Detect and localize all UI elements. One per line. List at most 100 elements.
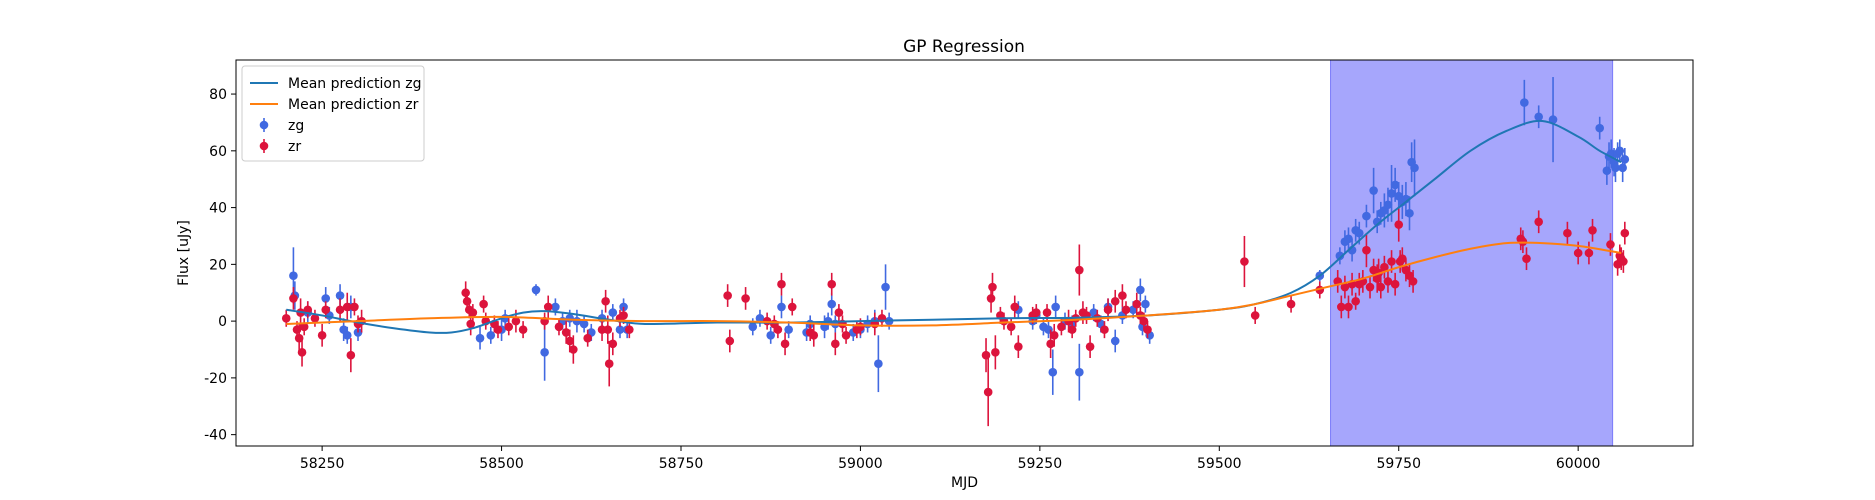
- zg-point: [1602, 166, 1612, 175]
- mean-prediction-lines: [286, 119, 1622, 335]
- zg-point: [1369, 186, 1378, 195]
- x-tick-label: 58750: [659, 456, 704, 472]
- zg-point: [766, 331, 776, 340]
- zr-point: [834, 308, 844, 317]
- zr-point: [1340, 282, 1350, 292]
- zr-point: [608, 339, 618, 349]
- zr-point: [1362, 245, 1371, 255]
- y-tick-label: 80: [209, 87, 227, 103]
- zr-point: [1031, 308, 1041, 317]
- zr-point: [335, 305, 345, 315]
- legend-entry-zr-swatch: [259, 141, 269, 151]
- zg-point: [608, 308, 618, 317]
- zr-point: [1573, 248, 1583, 258]
- zr-point: [1398, 254, 1407, 263]
- zg-point: [874, 359, 883, 368]
- zg-point: [1344, 234, 1353, 244]
- zr-point: [468, 308, 478, 317]
- zg-point: [1615, 146, 1625, 156]
- legend-entry-zg-label: zg: [288, 118, 304, 134]
- y-tick-label: 0: [218, 314, 227, 330]
- zg-point: [1136, 285, 1145, 295]
- zr-point: [565, 336, 575, 346]
- zr-point: [625, 325, 634, 334]
- zr-point: [601, 296, 610, 306]
- zr-point: [1042, 308, 1052, 317]
- zg-point: [1075, 367, 1084, 377]
- zr-point: [1110, 296, 1120, 306]
- zg-point: [342, 331, 352, 340]
- zg-point: [1354, 228, 1364, 238]
- y-tick-label: -40: [204, 428, 227, 444]
- zr-point: [569, 345, 578, 354]
- zr-point: [317, 331, 327, 340]
- zr-point: [1286, 299, 1296, 309]
- zr-point: [831, 339, 840, 349]
- zr-point: [1006, 322, 1016, 332]
- zr-point: [773, 325, 783, 334]
- x-tick-label: 59750: [1376, 456, 1421, 472]
- zr-point: [1010, 302, 1020, 312]
- zr-point: [1522, 254, 1531, 263]
- zr-point: [310, 313, 320, 323]
- zr-point: [299, 322, 309, 332]
- zg-point: [1405, 208, 1414, 218]
- zg-point: [881, 282, 890, 292]
- x-tick-label: 60000: [1556, 456, 1601, 472]
- zr-point: [983, 387, 993, 397]
- zr-point: [1139, 316, 1149, 326]
- zr-point: [1534, 217, 1543, 227]
- zr-point: [1103, 305, 1113, 315]
- zg-point: [540, 348, 549, 357]
- highlight-span-layer: [1330, 59, 1614, 447]
- legend-entry-zg-swatch: [259, 120, 269, 130]
- x-tick-label: 59250: [1018, 456, 1063, 472]
- legend-entry-mean-zr-label: Mean prediction zr: [288, 97, 419, 113]
- zr-point: [988, 282, 997, 292]
- zr-point: [1250, 311, 1260, 320]
- zr-point: [1075, 265, 1084, 275]
- zr-point: [1376, 282, 1386, 292]
- zr-point: [281, 313, 291, 323]
- zr-point: [1046, 339, 1055, 349]
- zr-point: [981, 350, 991, 360]
- zg-point: [1595, 123, 1604, 133]
- zr-point: [1049, 331, 1059, 340]
- zr-point: [1380, 262, 1389, 272]
- zr-point: [1387, 257, 1396, 266]
- zr-point: [543, 302, 553, 312]
- x-tick-label: 59000: [838, 456, 883, 472]
- zg-point: [1051, 302, 1060, 312]
- zg-point: [615, 325, 625, 334]
- mean-prediction-zr-line: [286, 241, 1622, 327]
- legend-box: [241, 65, 425, 162]
- chart-title: GP Regression: [903, 37, 1025, 57]
- zr-point: [725, 336, 735, 346]
- zr-point: [1143, 325, 1152, 334]
- zg-point: [748, 322, 758, 332]
- zr-point: [841, 331, 851, 340]
- zr-point: [289, 294, 298, 303]
- zg-point: [486, 331, 496, 340]
- zg-point: [1383, 200, 1393, 210]
- zg-point: [1618, 163, 1627, 173]
- zg-point: [335, 291, 345, 300]
- zr-point: [346, 350, 356, 360]
- y-axis-ticks: -40 -20 0 20 40 60 80: [204, 87, 236, 444]
- zr-point: [1390, 279, 1400, 289]
- zr-point: [986, 294, 996, 303]
- zg-point: [784, 325, 793, 334]
- zr-point: [1132, 299, 1142, 309]
- zg-point: [1548, 115, 1558, 124]
- y-axis-label: Flux [uJy]: [176, 220, 192, 286]
- zr-point: [342, 302, 352, 312]
- zg-point: [1110, 336, 1120, 346]
- zr-point: [1620, 228, 1630, 238]
- zg-point: [531, 285, 541, 295]
- zg-point: [321, 294, 331, 303]
- y-tick-label: 20: [209, 257, 227, 273]
- zg-point: [1611, 163, 1620, 173]
- zr-point: [466, 319, 475, 329]
- zr-point: [1067, 325, 1077, 334]
